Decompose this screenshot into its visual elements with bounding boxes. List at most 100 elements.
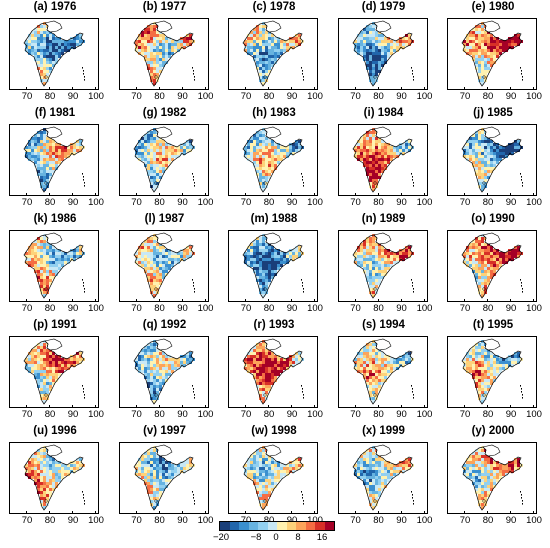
grid-cell — [52, 270, 55, 273]
grid-cell — [250, 49, 253, 52]
grid-cell — [137, 155, 141, 158]
grid-cell — [475, 137, 478, 140]
grid-cell — [146, 46, 150, 49]
x-tick-label: 80 — [373, 409, 384, 420]
grid-cell — [34, 470, 37, 473]
grid-cell — [28, 352, 31, 355]
grid-cell — [34, 476, 37, 479]
grid-cell — [185, 467, 189, 470]
grid-cell — [146, 164, 150, 167]
grid-cell — [475, 52, 478, 55]
grid-cell — [262, 34, 265, 37]
grid-cell — [371, 294, 375, 297]
grid-cell — [268, 482, 271, 485]
grid-cell — [487, 258, 490, 261]
grid-cell — [52, 261, 55, 264]
grid-cell — [152, 288, 156, 291]
grid-cell — [34, 352, 37, 355]
grid-cell — [280, 49, 283, 52]
grid-cell — [478, 243, 481, 246]
grid-cell — [466, 473, 469, 476]
grid-cell — [383, 55, 387, 58]
grid-cell — [34, 455, 37, 458]
grid-cell — [256, 373, 259, 376]
grid-cell — [271, 476, 274, 479]
grid-cell — [43, 473, 46, 476]
grid-cell — [259, 140, 262, 143]
grid-cell — [371, 188, 375, 191]
grid-cell — [383, 476, 387, 479]
x-tick — [400, 299, 402, 302]
grid-cell — [398, 252, 402, 255]
grid-cell — [76, 140, 79, 143]
grid-cell — [478, 267, 481, 270]
grid-cell — [493, 61, 496, 64]
island-mark — [84, 500, 85, 502]
grid-cell — [493, 255, 496, 258]
grid-cell — [271, 43, 274, 46]
grid-cell — [149, 488, 153, 491]
grid-cell — [368, 252, 372, 255]
grid-cell — [490, 367, 493, 370]
grid-cell — [49, 379, 52, 382]
grid-cell — [43, 28, 46, 31]
grid-cell — [359, 52, 363, 55]
grid-cell — [188, 143, 192, 146]
x-tick-label: 80 — [373, 91, 384, 102]
grid-cell — [371, 37, 375, 40]
grid-cell — [466, 358, 469, 361]
country-outline — [242, 340, 304, 405]
grid-cell — [404, 43, 408, 46]
grid-cell — [262, 25, 265, 28]
grid-cell — [259, 182, 262, 185]
grid-cell — [362, 164, 366, 167]
grid-cell — [484, 70, 487, 73]
grid-cell — [466, 140, 469, 143]
grid-cell — [37, 164, 40, 167]
grid-cell — [365, 476, 369, 479]
grid-cell — [295, 352, 298, 355]
island-mark — [191, 67, 193, 69]
grid-cell — [37, 464, 40, 467]
x-tick-label: 70 — [350, 303, 361, 314]
grid-cell — [250, 455, 253, 458]
grid-cell — [155, 67, 159, 70]
grid-cell — [149, 449, 153, 452]
grid-cell — [389, 470, 393, 473]
grid-cell — [262, 343, 265, 346]
grid-cell — [368, 237, 372, 240]
grid-cell — [395, 46, 399, 49]
x-tick-label: 100 — [307, 197, 323, 208]
grid-cell — [374, 182, 378, 185]
grid-cell — [250, 40, 253, 43]
grid-cell — [371, 370, 375, 373]
grid-cell — [475, 385, 478, 388]
grid-cell — [167, 367, 171, 370]
grid-cell — [185, 458, 189, 461]
grid-cell — [289, 149, 292, 152]
grid-cell — [176, 361, 180, 364]
grid-cell — [368, 361, 372, 364]
x-tick — [268, 87, 269, 90]
grid-cell — [161, 461, 165, 464]
grid-cell — [46, 237, 49, 240]
panel-title: (s) 1994 — [362, 319, 405, 331]
grid-cell — [137, 264, 141, 267]
grid-cell — [140, 467, 144, 470]
grid-cell — [289, 40, 292, 43]
grid-cell — [268, 161, 271, 164]
grid-cell — [262, 61, 265, 64]
grid-cell — [496, 358, 499, 361]
grid-cell — [259, 479, 262, 482]
colorbar-segment — [324, 522, 334, 530]
grid-cell — [49, 373, 52, 376]
grid-cell — [472, 267, 475, 270]
grid-cell — [250, 355, 253, 358]
grid-cell — [475, 143, 478, 146]
grid-cell — [481, 58, 484, 61]
grid-cell — [143, 52, 147, 55]
grid-cell — [167, 261, 171, 264]
grid-cell — [389, 464, 393, 467]
grid-cell — [256, 240, 259, 243]
grid-cell — [368, 261, 372, 264]
